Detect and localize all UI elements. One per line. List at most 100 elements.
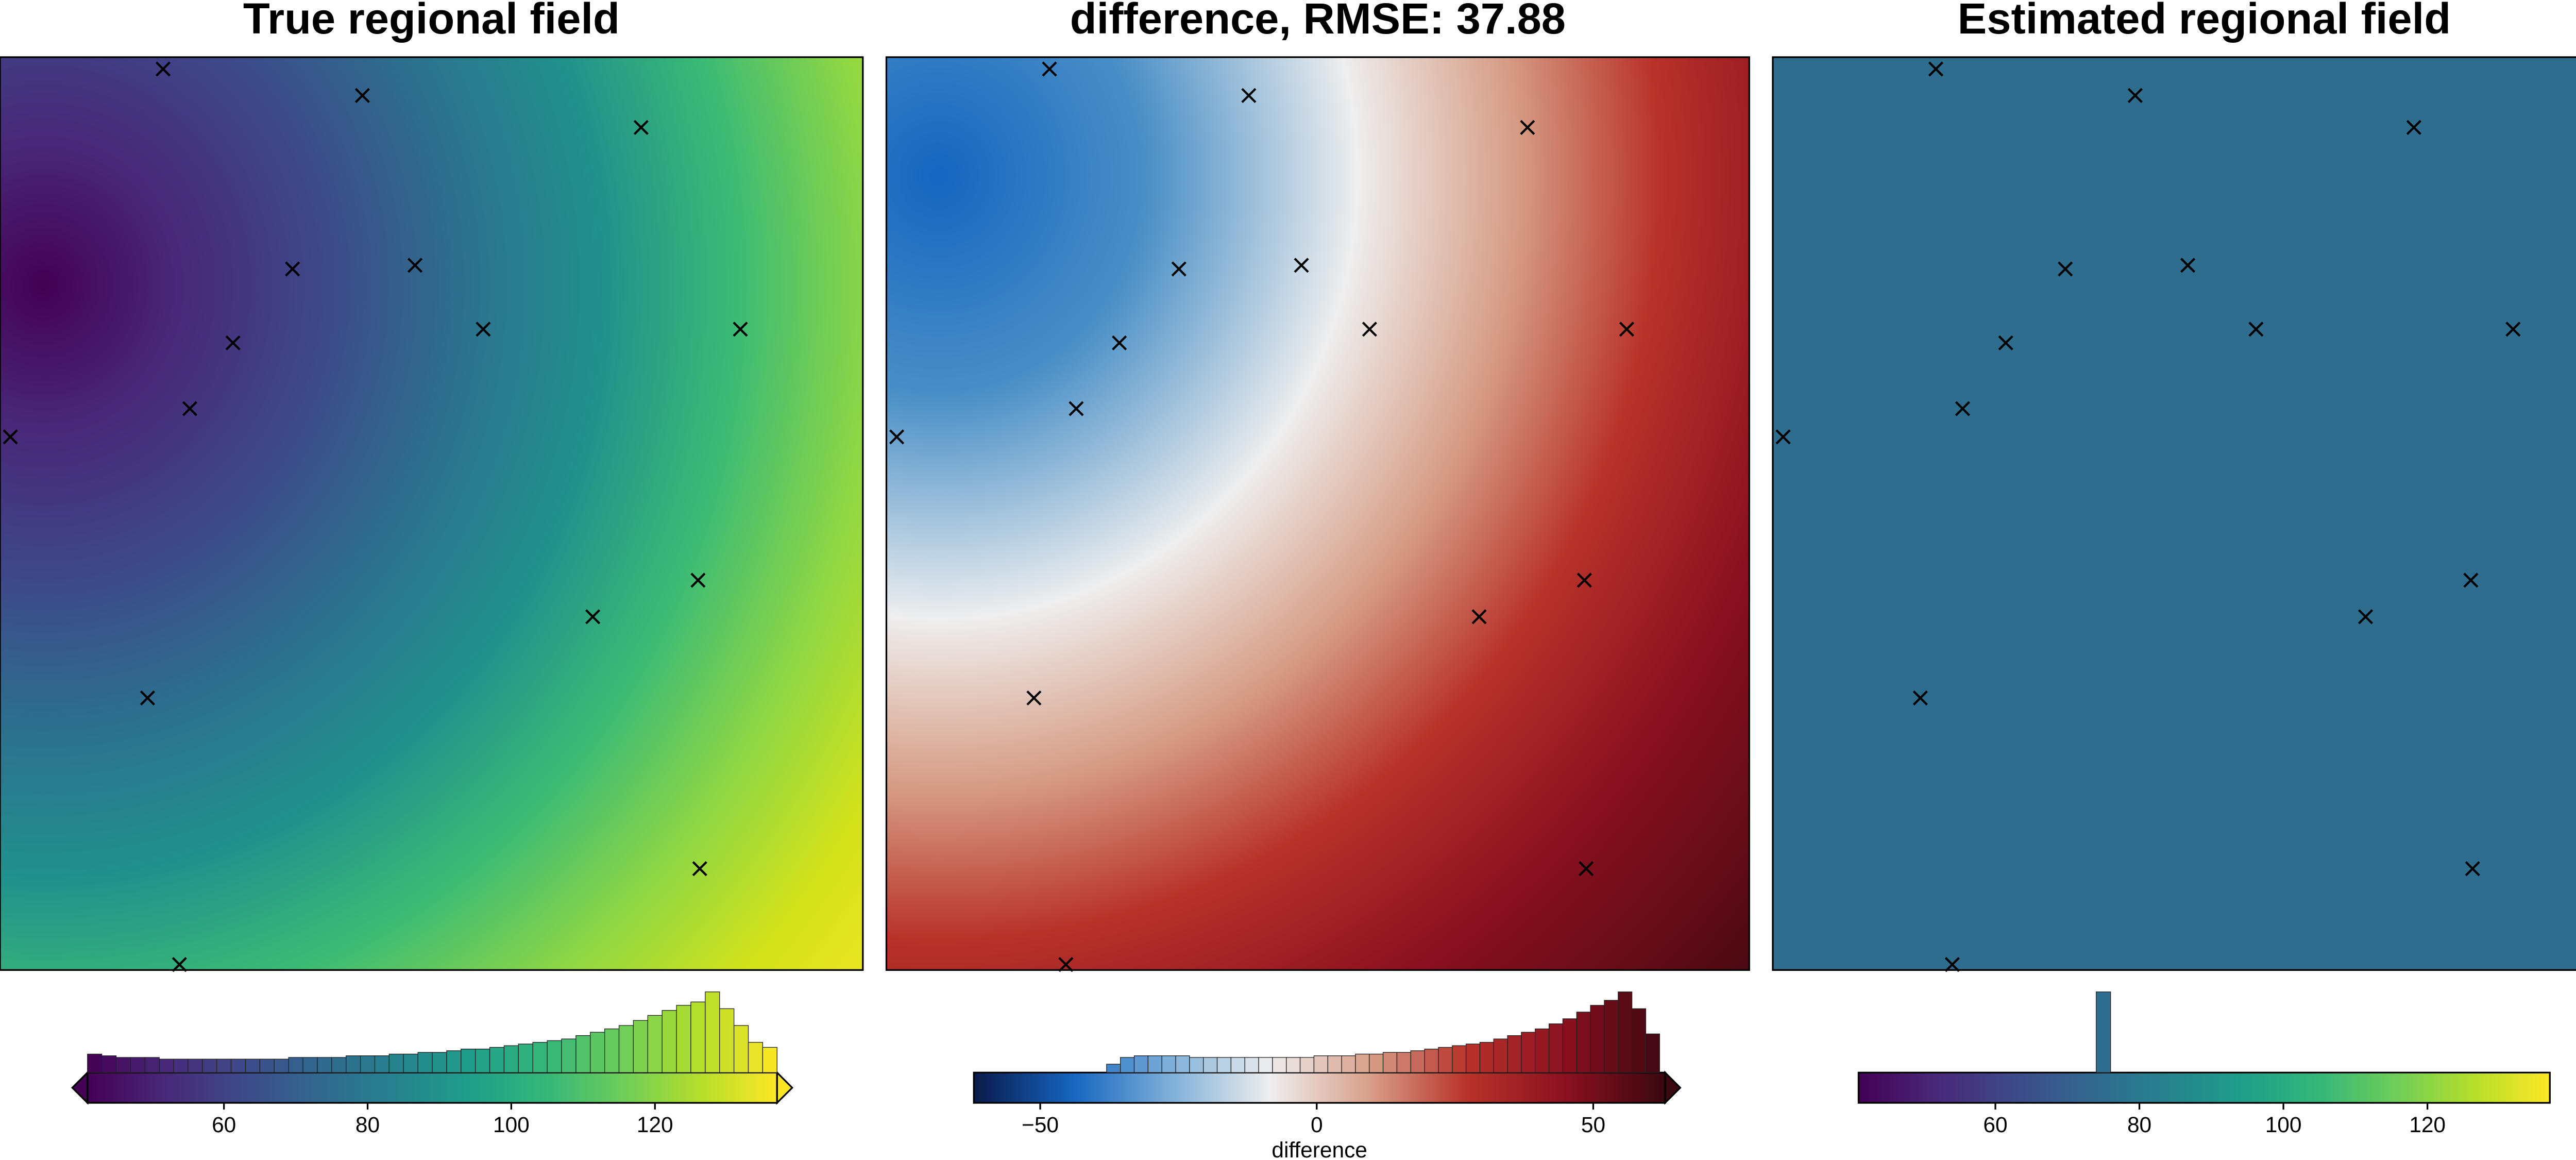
histogram-bar bbox=[245, 1058, 261, 1073]
histogram-bar bbox=[1120, 1057, 1135, 1073]
colorbar-label: difference bbox=[1272, 1138, 1367, 1160]
point bbox=[1577, 573, 1592, 588]
point bbox=[285, 261, 300, 277]
histogram-bar bbox=[1230, 1057, 1245, 1073]
histogram-bar bbox=[1382, 1052, 1398, 1073]
extend-min bbox=[71, 1070, 89, 1105]
histogram-bar bbox=[1618, 991, 1633, 1073]
histogram-bar bbox=[1548, 1023, 1564, 1073]
histogram-bar bbox=[1452, 1045, 1467, 1073]
histogram-bar bbox=[331, 1057, 347, 1073]
tick-label: 120 bbox=[637, 1113, 673, 1137]
histogram-bar bbox=[1313, 1055, 1328, 1073]
histogram-bar bbox=[1355, 1053, 1370, 1073]
histogram-bar bbox=[461, 1049, 476, 1073]
extend-max bbox=[776, 1070, 793, 1105]
point bbox=[3, 429, 18, 445]
histogram-bar bbox=[662, 1010, 677, 1073]
point bbox=[2406, 120, 2421, 135]
point bbox=[2505, 322, 2521, 337]
histogram-bar bbox=[115, 1057, 131, 1073]
point bbox=[1171, 261, 1187, 277]
histogram-bar bbox=[432, 1052, 447, 1073]
point bbox=[1026, 690, 1042, 706]
colorbar bbox=[1857, 1071, 2551, 1104]
point bbox=[692, 861, 707, 877]
point bbox=[354, 88, 370, 103]
histogram-bar bbox=[446, 1050, 462, 1073]
histogram-bar bbox=[748, 1041, 764, 1073]
histogram-bar bbox=[518, 1044, 533, 1073]
tick-label: 80 bbox=[2127, 1113, 2151, 1137]
colorbar bbox=[87, 1071, 778, 1104]
panel-title: True regional field bbox=[243, 0, 620, 43]
point bbox=[476, 322, 491, 337]
histogram-bar bbox=[1604, 1000, 1619, 1073]
histogram-bar bbox=[647, 1015, 663, 1073]
histogram-bar bbox=[1216, 1057, 1232, 1073]
field bbox=[0, 56, 864, 971]
histogram-bar bbox=[1175, 1055, 1190, 1073]
panel-title: Estimated regional field bbox=[1958, 0, 2451, 43]
tick-label: 100 bbox=[2265, 1113, 2302, 1137]
tick-label: 0 bbox=[1311, 1113, 1323, 1137]
histogram-bar bbox=[1341, 1055, 1356, 1073]
field bbox=[885, 56, 1750, 971]
histogram-bar bbox=[1203, 1057, 1218, 1073]
tick-label: 120 bbox=[2409, 1113, 2446, 1137]
histogram-bar bbox=[1576, 1012, 1591, 1073]
colorbar bbox=[973, 1071, 1666, 1104]
histogram-bar bbox=[87, 1053, 103, 1073]
histogram-bar bbox=[1189, 1057, 1204, 1073]
histogram-bar bbox=[230, 1058, 246, 1073]
tick-label: 80 bbox=[355, 1113, 380, 1137]
point bbox=[1579, 861, 1594, 877]
point bbox=[1955, 401, 1970, 416]
point bbox=[585, 609, 601, 625]
histogram-bar bbox=[159, 1058, 174, 1073]
histogram-bar bbox=[417, 1052, 433, 1073]
point bbox=[1944, 957, 1960, 972]
histogram-bar bbox=[288, 1057, 303, 1073]
point bbox=[2180, 258, 2196, 273]
point bbox=[1362, 322, 1377, 337]
point bbox=[172, 957, 187, 972]
histogram-bar bbox=[633, 1020, 648, 1073]
histogram-bar bbox=[1161, 1055, 1176, 1073]
histogram-bar bbox=[604, 1028, 620, 1073]
histogram-bar bbox=[317, 1057, 332, 1073]
histogram-bar bbox=[475, 1049, 490, 1073]
point bbox=[1998, 335, 2013, 350]
histogram-bar bbox=[374, 1055, 390, 1073]
tick-label: 50 bbox=[1581, 1113, 1605, 1137]
histogram-bar bbox=[1631, 1008, 1647, 1073]
extend-max bbox=[1664, 1070, 1682, 1105]
histogram-bar bbox=[130, 1057, 145, 1073]
panel-title: difference, RMSE: 37.88 bbox=[1070, 0, 1566, 43]
histogram-bar bbox=[1244, 1057, 1259, 1073]
point bbox=[889, 429, 905, 445]
histogram-bar bbox=[216, 1058, 232, 1073]
histogram-bar bbox=[705, 991, 720, 1073]
tick-label: 100 bbox=[493, 1113, 530, 1137]
point bbox=[155, 61, 171, 77]
point bbox=[2248, 322, 2264, 337]
histogram-bar bbox=[173, 1058, 189, 1073]
point bbox=[140, 690, 155, 706]
histogram-bar bbox=[1521, 1032, 1536, 1073]
histogram-bar bbox=[1438, 1047, 1453, 1073]
histogram-bar bbox=[676, 1005, 691, 1073]
histogram-bar bbox=[1258, 1057, 1273, 1073]
histogram-bar bbox=[1299, 1057, 1315, 1073]
point bbox=[1069, 401, 1084, 416]
histogram-bar bbox=[259, 1058, 275, 1073]
histogram-bar bbox=[188, 1058, 203, 1073]
histogram-bar bbox=[590, 1032, 605, 1073]
histogram-bar bbox=[1396, 1052, 1411, 1073]
histogram-bar bbox=[1286, 1057, 1301, 1073]
point bbox=[1058, 957, 1074, 972]
point bbox=[2465, 861, 2480, 877]
histogram-bar bbox=[575, 1035, 591, 1073]
histogram-bar bbox=[144, 1057, 160, 1073]
